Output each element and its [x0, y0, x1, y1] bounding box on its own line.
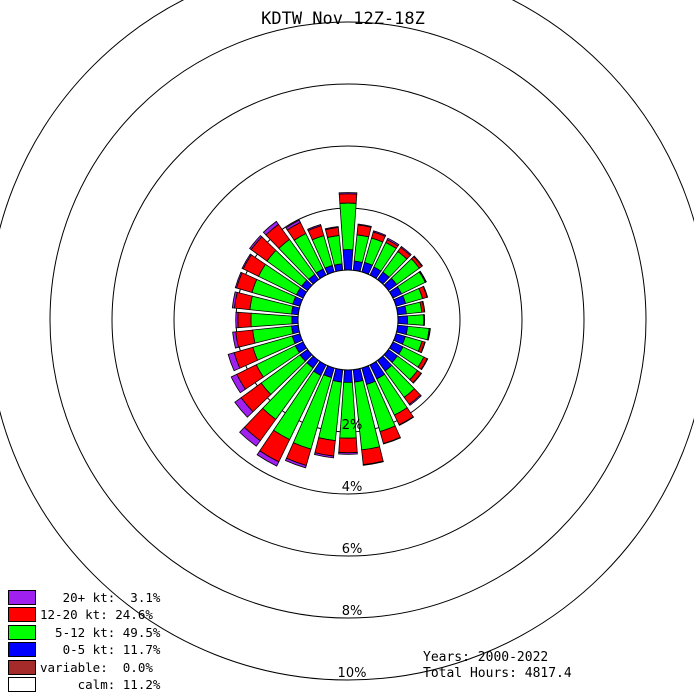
- legend-item-12-20: 12-20 kt: 24.6%: [8, 606, 160, 624]
- legend: 20+ kt: 3.1% 12-20 kt: 24.6% 5-12 kt: 49…: [8, 588, 160, 693]
- rose-bar-0-5-kt-180: [343, 369, 353, 383]
- rose-bar-20-kt-40: [400, 245, 412, 257]
- rose-bar-20-kt-70: [422, 285, 429, 298]
- legend-item-calm: calm: 11.2%: [8, 676, 160, 694]
- rose-bar-0-5-kt-170: [352, 368, 364, 383]
- rose-bar-20-kt-130: [412, 372, 423, 384]
- rose-bar-20-kt-220: [239, 426, 261, 447]
- legend-label: 12-20 kt: 24.6%: [40, 607, 153, 622]
- rose-bar-20-kt-310: [249, 234, 263, 251]
- rose-bar-20-kt-50: [413, 255, 424, 267]
- rose-bar-20-kt-0: [338, 192, 358, 195]
- rose-bar-5-12-kt-90: [407, 314, 425, 326]
- rose-bar-0-5-kt-10: [352, 260, 363, 272]
- legend-item-5-12: 5-12 kt: 49.5%: [8, 623, 160, 641]
- legend-swatch: [8, 607, 36, 622]
- years-text: Years: 2000-2022: [423, 650, 549, 665]
- rose-bar-20-kt-90: [423, 314, 426, 326]
- rose-bar-20-kt-240: [230, 373, 246, 394]
- ring-circle: [0, 0, 694, 681]
- rose-bar-20-kt-140: [408, 394, 422, 406]
- rose-bar-12-20-kt-270: [237, 311, 252, 329]
- rose-bar-20-kt-250: [227, 352, 241, 372]
- rose-bar-12-20-kt-280: [234, 291, 253, 311]
- rose-bar-20-kt-160: [382, 436, 402, 445]
- legend-item-20plus: 20+ kt: 3.1%: [8, 588, 160, 606]
- ring-label: 2%: [342, 418, 363, 433]
- rose-bar-20-kt-100: [427, 328, 431, 341]
- legend-swatch: [8, 642, 36, 657]
- rose-bar-20-kt-330: [285, 219, 301, 231]
- calm-circle: [297, 269, 399, 371]
- rose-bar-12-20-kt-0: [338, 193, 358, 204]
- rose-bar-5-12-kt-270: [250, 312, 293, 328]
- rose-bar-0-5-kt-0: [342, 249, 354, 271]
- rose-bar-20-kt-290: [234, 271, 243, 289]
- rose-bar-20-kt-200: [284, 457, 307, 469]
- rose-bar-20-kt-20: [372, 230, 387, 237]
- rose-bar-5-12-kt-80: [404, 301, 423, 315]
- rose-bar-20-kt-300: [241, 253, 252, 270]
- rose-bar-20-kt-60: [419, 270, 427, 283]
- legend-swatch: [8, 589, 36, 605]
- rose-bar-20-kt-190: [313, 452, 335, 459]
- rose-bar-0-5-kt-190: [332, 368, 344, 383]
- rose-bar-20-kt-120: [420, 358, 429, 371]
- rose-bar-20-kt-230: [234, 397, 254, 418]
- legend-label: calm: 11.2%: [40, 677, 161, 692]
- ring-label: 10%: [338, 666, 367, 681]
- rose-bar-5-12-kt-0: [339, 202, 357, 251]
- rose-bar-0-5-kt-270: [291, 315, 299, 325]
- ring-label: 8%: [342, 604, 363, 619]
- rose-bar-20-kt-280: [231, 291, 238, 309]
- rose-bar-20-kt-340: [307, 224, 322, 231]
- rose-bar-20-kt-170: [362, 460, 384, 466]
- legend-label: variable: 0.0%: [40, 659, 153, 675]
- rose-bar-20-kt-180: [338, 452, 358, 455]
- ring-label: 6%: [342, 542, 363, 557]
- ring-circle: [111, 83, 585, 557]
- rose-bar-20-kt-210: [256, 450, 280, 467]
- ring-circle: [49, 21, 647, 619]
- rose-bar-20-kt-10: [357, 223, 372, 228]
- legend-item-0-5: 0-5 kt: 11.7%: [8, 641, 160, 659]
- rose-bar-20-kt-260: [232, 331, 239, 349]
- ring-circle: [173, 145, 523, 495]
- legend-swatch: [8, 659, 36, 675]
- legend-label: 5-12 kt: 49.5%: [40, 624, 161, 640]
- rose-bar-20-kt-110: [420, 341, 426, 354]
- legend-label: 0-5 kt: 11.7%: [40, 642, 161, 657]
- rose-bar-20-kt-270: [235, 311, 239, 329]
- legend-swatch: [8, 624, 36, 640]
- total-hours-text: Total Hours: 4817.4: [423, 665, 572, 681]
- ring-label: 4%: [342, 480, 363, 495]
- legend-swatch: [8, 677, 36, 692]
- rose-bar-20-kt-30: [386, 237, 400, 247]
- rose-bar-20-kt-350: [324, 226, 339, 231]
- footer-info: Years: 2000-2022 Total Hours: 4817.4: [423, 650, 572, 681]
- legend-label: 20+ kt: 3.1%: [40, 589, 161, 605]
- rose-bar-20-kt-80: [421, 300, 426, 313]
- rose-bar-0-5-kt-100: [396, 324, 409, 335]
- legend-item-variable: variable: 0.0%: [8, 658, 160, 676]
- rose-bar-20-kt-320: [262, 220, 280, 236]
- rose-bar-12-20-kt-260: [235, 329, 256, 348]
- rose-bar-20-kt-150: [398, 416, 415, 426]
- rose-bar-12-20-kt-180: [338, 437, 358, 454]
- rose-bar-0-5-kt-90: [397, 315, 409, 325]
